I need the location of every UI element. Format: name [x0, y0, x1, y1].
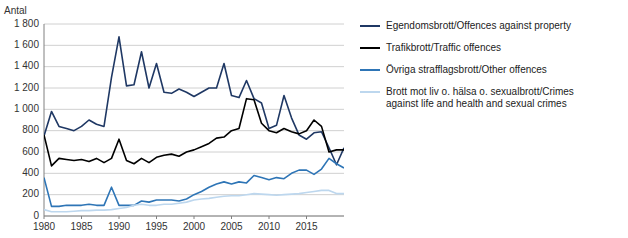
- legend-label-line: Egendomsbrott/Offences against property: [386, 20, 571, 31]
- x-axis: [44, 216, 344, 217]
- legend-label-line: against life and health and sexual crime…: [386, 98, 567, 109]
- legend: Egendomsbrott/Offences against property T…: [360, 20, 574, 109]
- grid-line: [44, 45, 344, 46]
- legend-label: Övriga strafflagsbrott/Other offences: [386, 64, 547, 75]
- legend-swatch: [360, 25, 380, 27]
- legend-label: Trafikbrott/Traffic offences: [386, 42, 501, 53]
- x-tick-label: 2005: [220, 221, 243, 232]
- grid-line: [44, 130, 344, 131]
- y-tick-label: 1 600: [14, 39, 39, 50]
- y-tick-label: 400: [22, 167, 39, 178]
- y-tick-label: 1 000: [14, 103, 39, 114]
- legend-label-line: Övriga strafflagsbrott/Other offences: [386, 64, 547, 75]
- x-tick-label: 1985: [70, 221, 93, 232]
- y-axis: [44, 24, 45, 216]
- x-tick-label: 2000: [183, 221, 206, 232]
- y-tick-label: 800: [22, 124, 39, 135]
- y-axis-label: Antal: [4, 5, 27, 16]
- legend-label: Egendomsbrott/Offences against property: [386, 20, 571, 31]
- legend-swatch: [360, 69, 380, 71]
- chart: 0 200 400 600 800 1 000 1 200 1 400 1 600 1 800 19…: [0, 0, 628, 238]
- x-tick-label: 1995: [145, 221, 168, 232]
- legend-label-line: Brott mot liv o. hälsa o. sexualbrott/Cr…: [386, 86, 574, 97]
- grid-line: [44, 152, 344, 153]
- lines: [44, 37, 344, 212]
- series-line: [44, 99, 344, 166]
- y-tick-label: 0: [33, 210, 39, 221]
- series-line: [44, 190, 344, 211]
- y-tick-label: 1 400: [14, 60, 39, 71]
- grid-line: [44, 173, 344, 174]
- y-tick-label: 600: [22, 146, 39, 157]
- x-tick-label: 1980: [33, 221, 56, 232]
- grid-line: [44, 66, 344, 67]
- y-tick-label: 1 800: [14, 18, 39, 29]
- grid-line: [44, 88, 344, 89]
- y-tick-label: 200: [22, 188, 39, 199]
- x-tick-label: 2010: [258, 221, 281, 232]
- grid-line: [44, 24, 344, 25]
- x-tick-label: 2015: [295, 221, 318, 232]
- legend-swatch: [360, 47, 380, 49]
- grid: [44, 24, 344, 216]
- y-tick-label: 1 200: [14, 82, 39, 93]
- series-line: [44, 37, 344, 165]
- legend-label: Brott mot liv o. hälsa o. sexualbrott/Cr…: [386, 86, 574, 109]
- grid-line: [44, 216, 344, 217]
- x-tick-label: 1990: [108, 221, 131, 232]
- legend-label-line: Trafikbrott/Traffic offences: [386, 42, 501, 53]
- grid-line: [44, 109, 344, 110]
- legend-swatch: [360, 91, 380, 93]
